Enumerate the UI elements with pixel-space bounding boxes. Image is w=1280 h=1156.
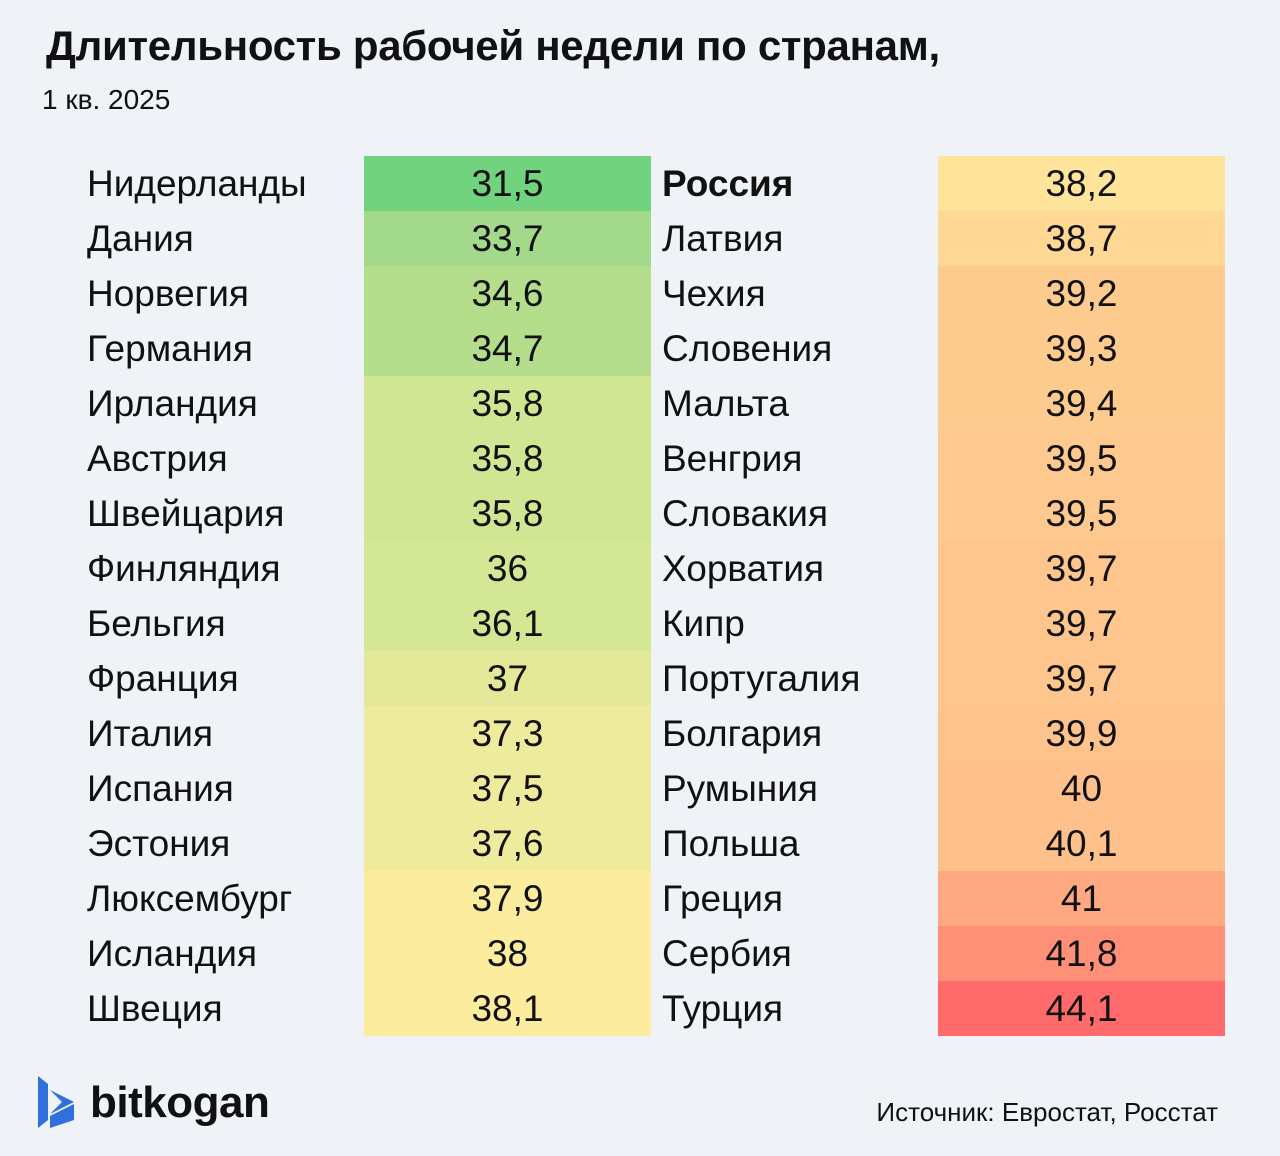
country-label: Австрия (87, 438, 228, 479)
country-label: Португалия (662, 658, 861, 699)
country-label: Россия (662, 163, 794, 204)
value-cell: 36,1 (364, 596, 651, 651)
country-label: Турция (662, 988, 784, 1029)
page-title: Длительность рабочей недели по странам, (46, 22, 940, 69)
value-cell: 39,3 (938, 321, 1225, 376)
value-cell: 41 (938, 871, 1225, 926)
value-cell: 37,9 (364, 871, 651, 926)
value-cell: 37,3 (364, 706, 651, 761)
country-label: Латвия (662, 218, 784, 259)
country-label: Мальта (662, 383, 789, 424)
value-cell: 35,8 (364, 376, 651, 431)
value-cell: 38,2 (938, 156, 1225, 211)
country-label: Норвегия (87, 273, 249, 314)
country-label: Чехия (662, 273, 766, 314)
country-label: Германия (87, 328, 253, 369)
country-label: Нидерланды (87, 163, 307, 204)
value-cell: 39,5 (938, 431, 1225, 486)
country-label: Швеция (87, 988, 223, 1029)
country-label: Греция (662, 878, 784, 919)
value-cell: 38,7 (938, 211, 1225, 266)
value-cell: 37 (364, 651, 651, 706)
value-cell: 34,7 (364, 321, 651, 376)
value-cell: 36 (364, 541, 651, 596)
country-label: Польша (662, 823, 800, 864)
country-label: Исландия (87, 933, 257, 974)
value-cell: 39,5 (938, 486, 1225, 541)
country-label: Люксембург (87, 878, 293, 919)
value-cell: 37,6 (364, 816, 651, 871)
value-cell: 31,5 (364, 156, 651, 211)
value-cell: 40,1 (938, 816, 1225, 871)
value-cell: 37,5 (364, 761, 651, 816)
country-label: Хорватия (662, 548, 825, 589)
brand-logo: bitkogan (36, 1076, 270, 1130)
country-label: Италия (87, 713, 213, 754)
value-cell: 41,8 (938, 926, 1225, 981)
value-cell: 44,1 (938, 981, 1225, 1036)
value-cell: 40 (938, 761, 1225, 816)
value-cell: 38,1 (364, 981, 651, 1036)
value-cell: 35,8 (364, 431, 651, 486)
country-label: Дания (87, 218, 194, 259)
country-label: Испания (87, 768, 234, 809)
country-label: Кипр (662, 603, 745, 644)
country-label: Эстония (87, 823, 231, 864)
value-cell: 39,9 (938, 706, 1225, 761)
value-cell: 35,8 (364, 486, 651, 541)
brand-name: bitkogan (90, 1078, 270, 1127)
source-note: Источник: Евростат, Росстат (876, 1097, 1218, 1127)
country-label: Сербия (662, 933, 792, 974)
country-label: Болгария (662, 713, 823, 754)
country-label: Бельгия (87, 603, 226, 644)
country-label: Ирландия (87, 383, 258, 424)
value-cell: 39,4 (938, 376, 1225, 431)
value-cell: 38 (364, 926, 651, 981)
value-cell: 33,7 (364, 211, 651, 266)
country-label: Словакия (662, 493, 829, 534)
page-subtitle: 1 кв. 2025 (42, 84, 171, 115)
value-cell: 39,7 (938, 541, 1225, 596)
value-cell: 39,7 (938, 651, 1225, 706)
country-label: Швейцария (87, 493, 285, 534)
value-cell: 39,2 (938, 266, 1225, 321)
country-label: Румыния (662, 768, 818, 809)
bitkogan-logo-icon (38, 1076, 74, 1128)
country-label: Финляндия (87, 548, 281, 589)
value-cell: 34,6 (364, 266, 651, 321)
country-label: Венгрия (662, 438, 803, 479)
value-cell: 39,7 (938, 596, 1225, 651)
country-label: Словения (662, 328, 833, 369)
country-label: Франция (87, 658, 239, 699)
